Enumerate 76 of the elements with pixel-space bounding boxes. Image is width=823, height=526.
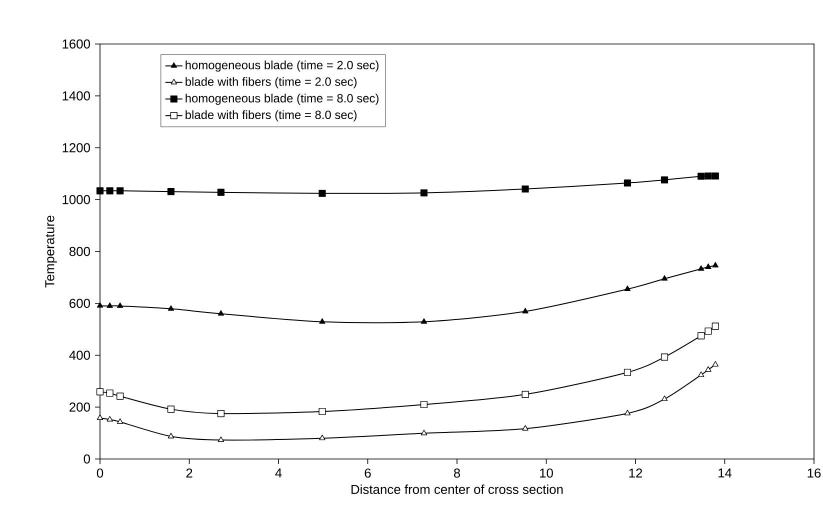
- y-tick-label: 400: [69, 350, 90, 360]
- point: [96, 302, 104, 308]
- point: [522, 185, 529, 193]
- point: [218, 310, 224, 316]
- point: [319, 318, 326, 324]
- point: [522, 425, 528, 431]
- x-tick-label: 8: [454, 468, 460, 478]
- y-tick-label: 200: [70, 402, 90, 412]
- point: [116, 302, 124, 308]
- point: [116, 392, 124, 400]
- point: [217, 188, 224, 196]
- point: [624, 410, 631, 416]
- point: [704, 172, 712, 180]
- x-tick-label: 0: [96, 468, 104, 478]
- y-axis-title: Temperature: [45, 216, 57, 288]
- point: [420, 189, 428, 196]
- point: [167, 188, 174, 196]
- legend-label: homogeneous blade (time = 8.0 sec): [186, 94, 378, 105]
- x-tick-label: 16: [808, 468, 821, 478]
- x-tick-label: 12: [629, 468, 642, 478]
- point: [705, 366, 712, 372]
- point: [712, 172, 719, 180]
- x-tick-label: 10: [540, 468, 553, 478]
- legend-label: blade with fibers (time = 2.0 sec): [186, 77, 357, 88]
- point: [661, 275, 668, 281]
- point: [712, 361, 718, 367]
- point: [660, 176, 668, 184]
- point: [661, 396, 668, 402]
- x-tick-label: 6: [364, 468, 371, 478]
- point: [712, 262, 718, 268]
- point: [116, 187, 124, 194]
- point: [218, 436, 224, 442]
- point: [660, 354, 668, 361]
- x-tick-label: 2: [186, 468, 192, 478]
- point: [167, 406, 174, 413]
- y-tick-label: 1400: [62, 91, 90, 100]
- point: [96, 187, 104, 194]
- point: [106, 416, 113, 422]
- point: [96, 414, 104, 420]
- y-tick-label: 600: [70, 298, 90, 308]
- point: [116, 418, 124, 424]
- point: [704, 328, 712, 335]
- point: [420, 400, 428, 408]
- x-tick-label: 14: [718, 468, 732, 478]
- point: [522, 390, 529, 398]
- point: [318, 190, 326, 197]
- y-tick-label: 1200: [62, 143, 90, 152]
- point: [106, 302, 113, 308]
- y-tick-label: 1600: [62, 39, 90, 49]
- point: [217, 410, 224, 418]
- legend-label: homogeneous blade (time = 2.0 sec): [186, 60, 378, 72]
- point: [698, 265, 704, 271]
- point: [168, 432, 174, 438]
- point: [319, 434, 326, 440]
- point: [106, 187, 114, 194]
- point: [624, 368, 632, 376]
- point: [420, 430, 428, 436]
- point: [96, 388, 104, 396]
- point: [698, 371, 704, 377]
- y-tick-label: 1000: [62, 195, 90, 204]
- point: [106, 390, 114, 397]
- point: [698, 332, 705, 340]
- point: [318, 408, 326, 416]
- y-tick-label: 0: [84, 454, 90, 464]
- point: [624, 286, 631, 292]
- point: [705, 264, 712, 269]
- point: [624, 179, 632, 187]
- legend-label: blade with fibers (time = 8.0 sec): [186, 110, 357, 122]
- point: [522, 308, 528, 314]
- point: [420, 318, 428, 324]
- point: [698, 172, 705, 180]
- point: [168, 305, 174, 311]
- x-tick-label: 4: [275, 468, 282, 478]
- point: [712, 322, 719, 330]
- y-tick-label: 800: [69, 246, 90, 256]
- x-axis-title: Distance from center of cross section: [352, 484, 563, 494]
